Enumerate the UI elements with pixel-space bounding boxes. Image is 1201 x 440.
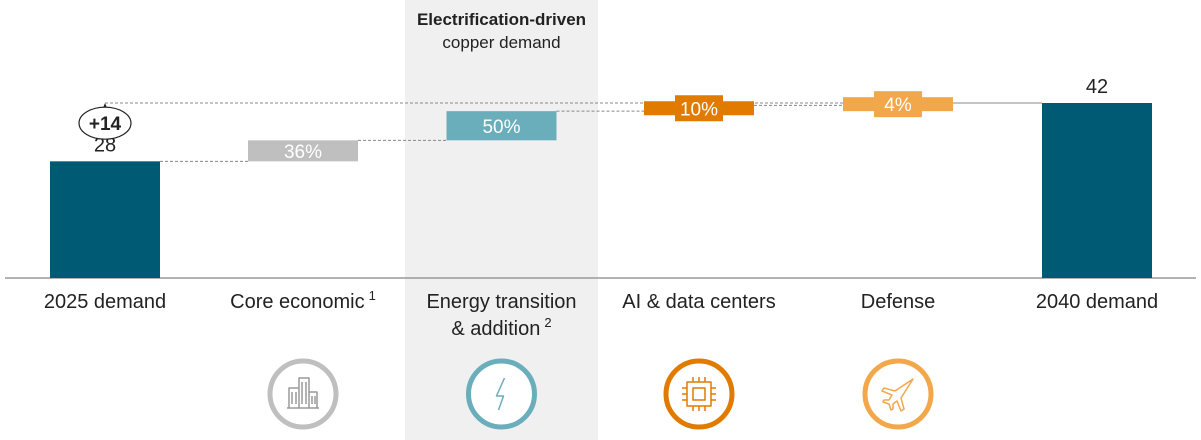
bar-value-label: 36%	[284, 142, 322, 163]
increase-label: +14	[89, 114, 122, 135]
bar-delta	[248, 140, 358, 162]
bar-value-label: 4%	[884, 95, 912, 116]
increase-bubble	[78, 106, 132, 140]
buildings-icon	[267, 358, 339, 430]
bar-total	[1042, 103, 1152, 278]
lightning-icon	[466, 358, 537, 430]
category-label: AI & data centers	[622, 291, 775, 313]
bar-delta	[446, 111, 557, 141]
bar-value-label: 50%	[482, 117, 520, 138]
category-label: Energy transition	[426, 291, 576, 313]
bar-label-box	[675, 95, 723, 122]
category-label: Defense	[861, 291, 936, 313]
bar-value-label: 10%	[680, 99, 718, 120]
bar-total	[50, 161, 160, 278]
fighter-jet-icon	[862, 358, 934, 430]
bar-value-label: 28	[94, 134, 116, 156]
chip-icon	[663, 358, 735, 430]
category-label: 2040 demand	[1036, 291, 1158, 313]
category-label: 2025 demand	[44, 291, 166, 313]
bar-label-box	[874, 91, 922, 118]
category-label: Core economic 1	[230, 288, 376, 313]
highlight-title-line2: copper demand	[442, 33, 560, 52]
highlight-title-line1: Electrification-driven	[417, 10, 586, 29]
category-label: & addition 2	[451, 315, 551, 340]
bar-value-label: 42	[1086, 76, 1108, 98]
